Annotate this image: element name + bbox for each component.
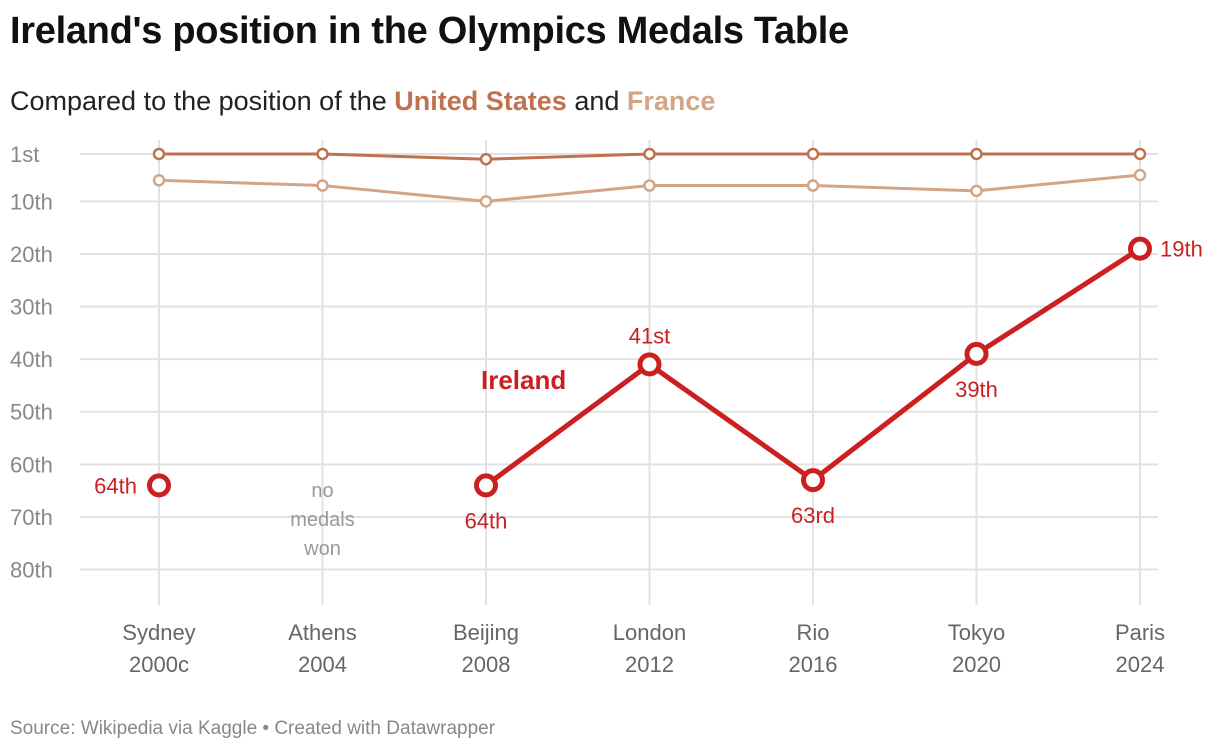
united-states-point: [970, 147, 983, 161]
y-tick-label: 20th: [10, 242, 53, 267]
ireland-data-label: 19th: [1160, 237, 1203, 262]
ireland-data-label: 64th: [94, 473, 137, 498]
x-tick-label-city: Athens: [288, 620, 357, 645]
united-states-point: [806, 147, 820, 161]
x-tick-label-year: 2016: [789, 652, 838, 677]
united-states-point: [316, 147, 329, 161]
ireland-point: [147, 473, 171, 498]
y-tick-label: 40th: [10, 347, 53, 372]
x-tick-label-city: Beijing: [453, 620, 519, 645]
chart-subtitle: Compared to the position of the United S…: [10, 86, 715, 117]
y-tick-label: 60th: [10, 452, 53, 477]
france-point: [643, 179, 656, 192]
x-tick-label-city: London: [613, 620, 686, 645]
x-tick-label-year: 2008: [462, 652, 511, 677]
no-medals-annotation: medals: [290, 509, 354, 531]
united-states-point: [1133, 147, 1147, 161]
ireland-data-label: 64th: [465, 508, 508, 533]
ireland-point: [801, 468, 825, 493]
x-tick-label-year: 2024: [1116, 652, 1165, 677]
source-note: Source: Wikipedia via Kaggle • Created w…: [10, 718, 496, 739]
y-tick-label: 1st: [10, 142, 39, 167]
subtitle-and: and: [574, 86, 620, 116]
x-tick-label-year: 2012: [625, 652, 674, 677]
subtitle-prefix: Compared to the position of the: [10, 86, 387, 116]
united-states-point: [643, 147, 656, 161]
ireland-data-label: 41st: [629, 323, 671, 348]
x-tick-label-year: 2004: [298, 652, 347, 677]
y-tick-label: 70th: [10, 505, 53, 530]
ireland-point: [964, 341, 989, 366]
united-states-point: [479, 153, 493, 166]
ireland-data-label: 39th: [955, 377, 998, 402]
chart-title: Ireland's position in the Olympics Medal…: [10, 10, 849, 52]
y-tick-label: 80th: [10, 558, 53, 583]
france-point: [806, 179, 820, 192]
ireland-point: [637, 352, 662, 377]
x-tick-label-city: Paris: [1115, 620, 1165, 645]
y-tick-label: 50th: [10, 400, 53, 425]
france-point: [970, 184, 983, 198]
france-point: [152, 174, 166, 187]
ireland-series-label: Ireland: [481, 365, 566, 395]
x-tick-label-year: 2020: [952, 652, 1001, 677]
united-states-point: [152, 147, 166, 161]
france-point: [1133, 168, 1147, 182]
no-medals-annotation: won: [303, 538, 341, 560]
subtitle-france: France: [626, 86, 716, 116]
ireland-data-label: 63rd: [791, 503, 835, 528]
no-medals-annotation: no: [311, 480, 333, 502]
x-tick-label-year: 2000c: [129, 652, 189, 677]
ireland-point: [1128, 236, 1152, 261]
x-tick-label-city: Rio: [796, 620, 829, 645]
ireland-point: [474, 473, 498, 498]
y-tick-label: 30th: [10, 295, 53, 320]
france-point: [479, 195, 493, 208]
x-tick-label-city: Sydney: [122, 620, 195, 645]
subtitle-united-states: United States: [394, 86, 567, 116]
y-tick-label: 10th: [10, 189, 53, 214]
x-tick-label-city: Tokyo: [948, 620, 1005, 645]
france-point: [316, 179, 329, 192]
